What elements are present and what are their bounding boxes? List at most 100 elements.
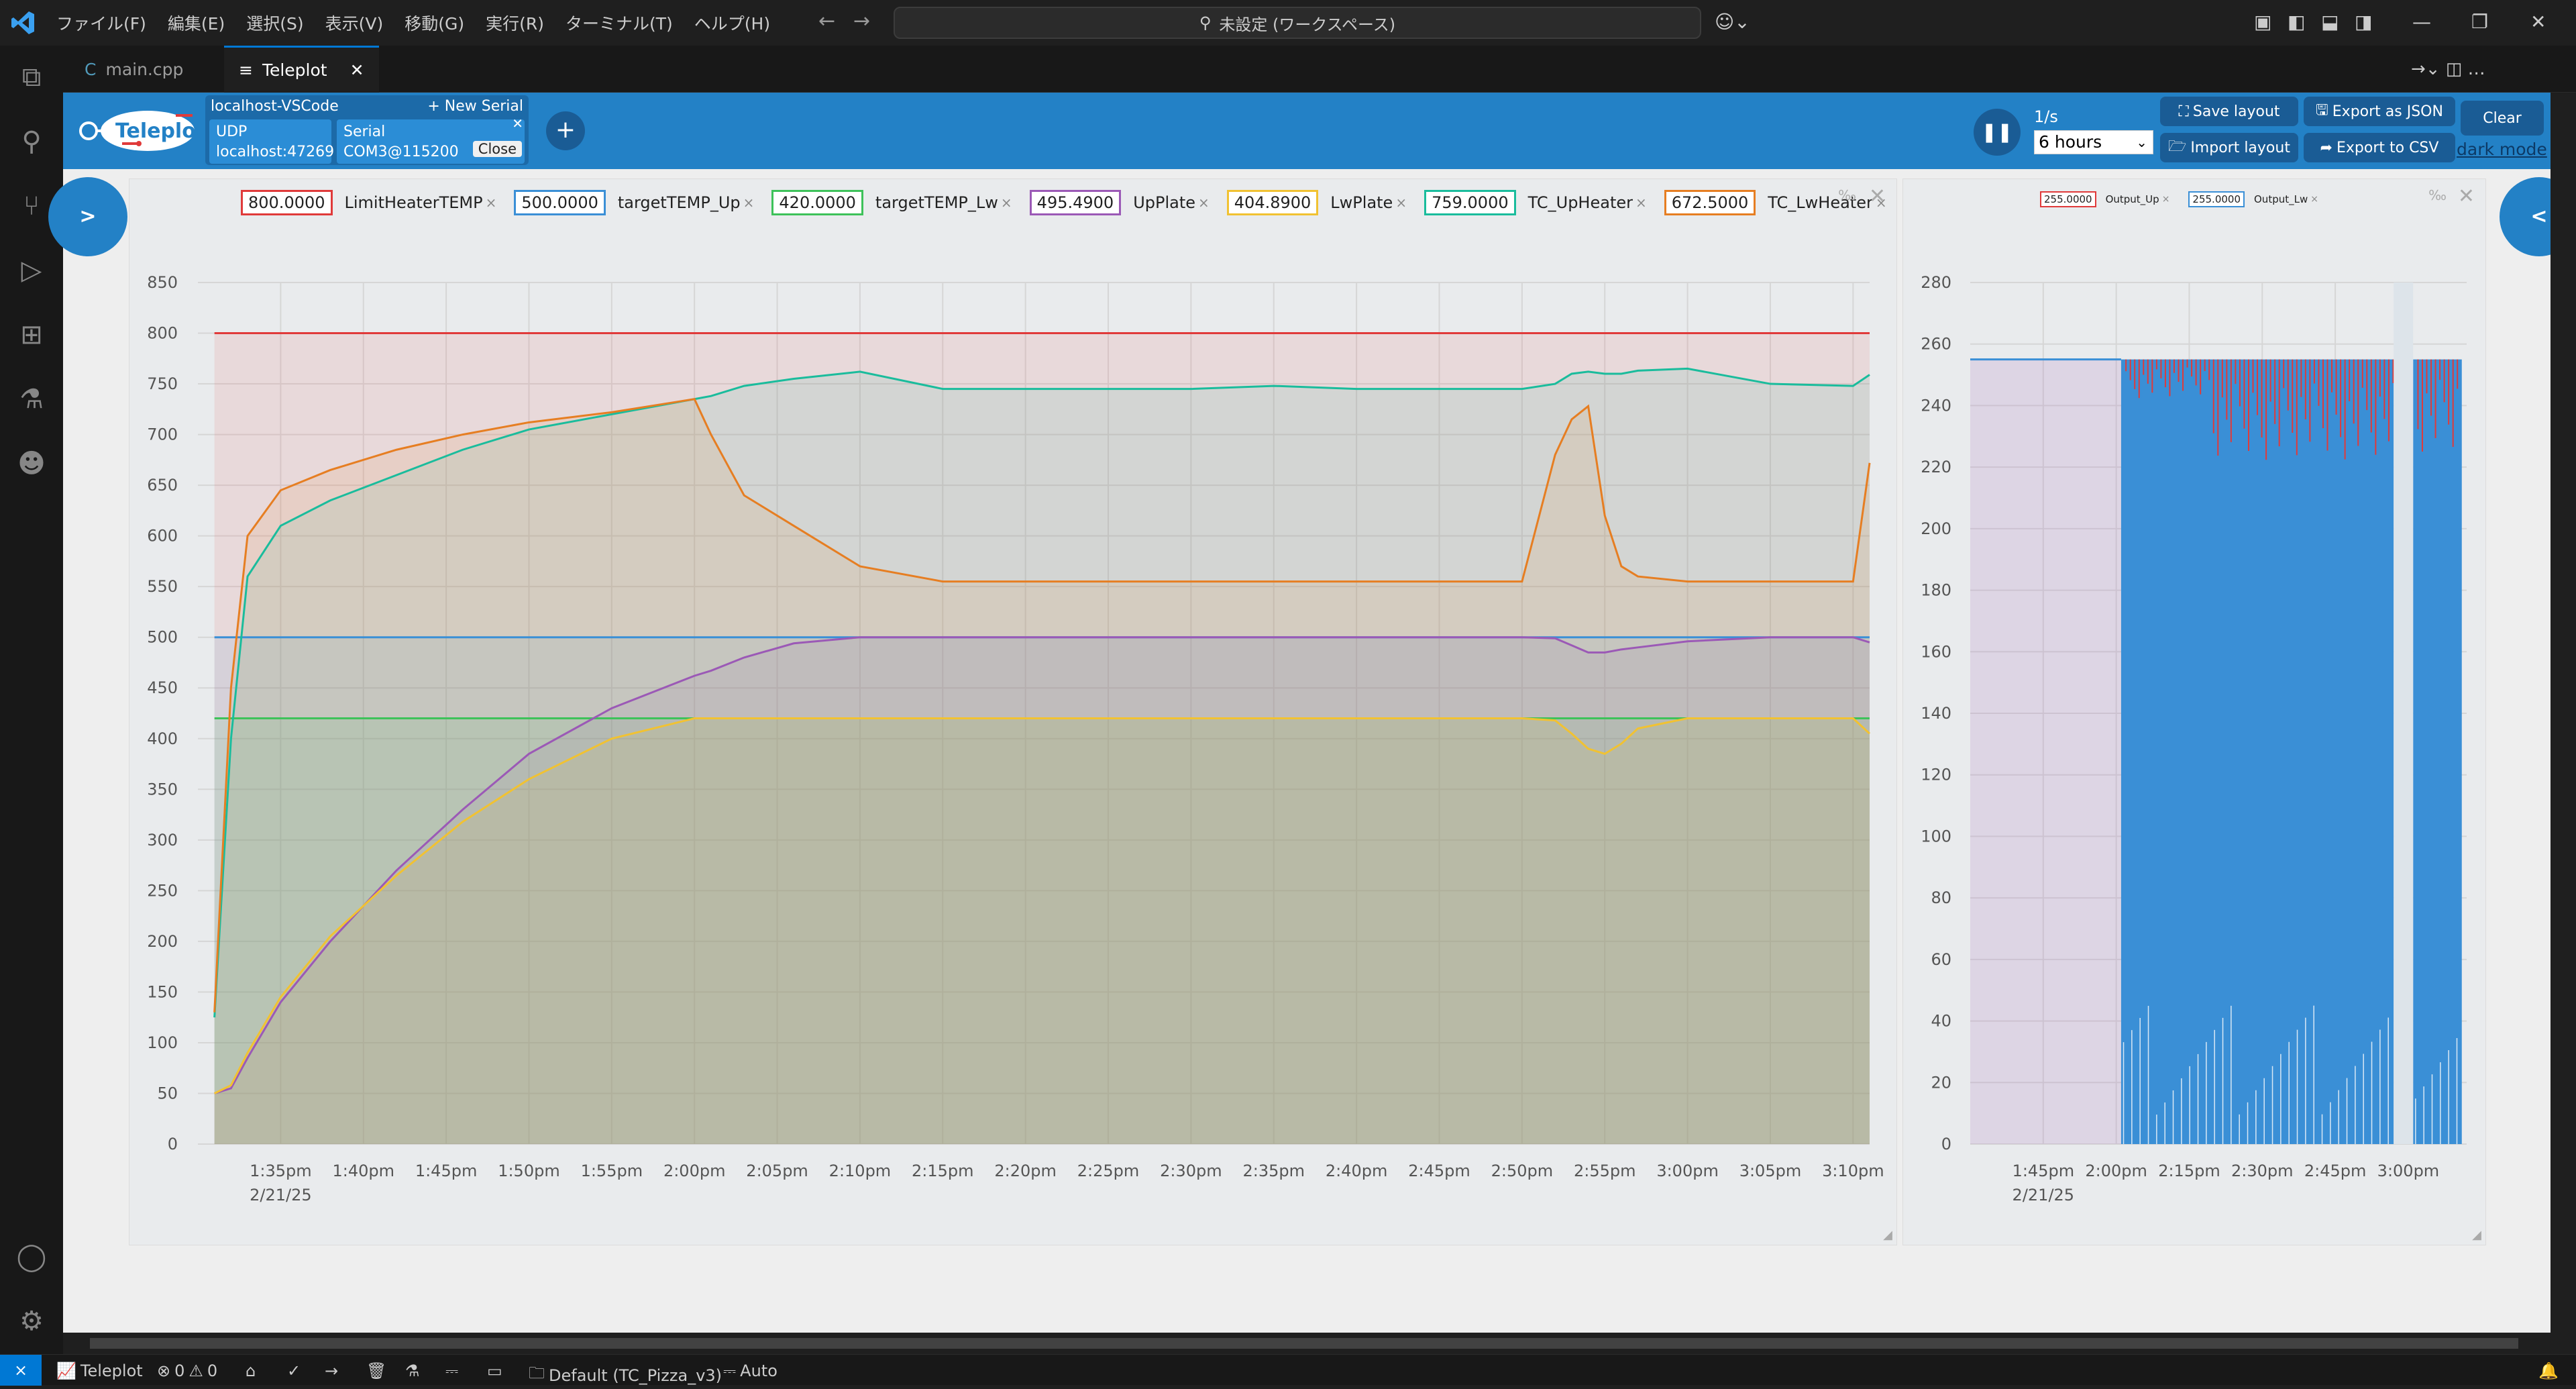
toggle-panel-icon[interactable]: ⬓ — [2321, 11, 2339, 33]
dark-mode-link[interactable]: dark mode — [2457, 140, 2547, 159]
close-window-icon[interactable]: ✕ — [2530, 11, 2546, 33]
export-json-label: Export as JSON — [2332, 103, 2443, 120]
time-range-value: 6 hours — [2039, 132, 2102, 152]
tab-label: main.cpp — [105, 60, 183, 79]
horizontal-scrollbar[interactable] — [63, 1333, 2551, 1354]
menu-terminal[interactable]: ターミナル(T) — [566, 11, 684, 35]
status-problems[interactable]: ⊗0 ⚠0 — [157, 1361, 217, 1380]
menu-selection[interactable]: 選択(S) — [246, 11, 314, 35]
tab-teleplot[interactable]: ≡ Teleplot ✕ — [224, 46, 379, 93]
toggle-secondary-sidebar-icon[interactable]: ◨ — [2355, 11, 2372, 33]
remove-serial-icon[interactable]: ✕ — [512, 115, 523, 132]
add-connection-button[interactable]: + — [546, 111, 585, 150]
teleplot-header: Teleplot localhost-VSCode + New Serial U… — [63, 93, 2551, 169]
y-tick-label: 40 — [1931, 1012, 1951, 1031]
menu-view[interactable]: 表示(V) — [325, 11, 394, 35]
back-arrow-icon[interactable]: ← — [818, 9, 835, 33]
y-tick-label: 220 — [1921, 458, 1951, 476]
y-tick-label: 100 — [147, 1033, 178, 1052]
tab-main-cpp[interactable]: C main.cpp — [70, 46, 198, 93]
platformio-icon[interactable]: ☻ — [15, 447, 48, 480]
plug-icon[interactable]: ⎓ — [445, 1361, 458, 1380]
auto-label: Auto — [740, 1361, 777, 1380]
x-tick-label: 2:45pm — [1408, 1162, 1470, 1180]
status-auto[interactable]: ⎓Auto — [723, 1361, 777, 1380]
x-tick-label: 1:45pm — [2012, 1162, 2075, 1180]
command-center-search[interactable]: ⚲ 未設定 (ワークスペース) — [894, 7, 1701, 39]
restore-icon[interactable]: ❐ — [2471, 11, 2488, 33]
customize-layout-icon[interactable]: ▣ — [2254, 11, 2271, 33]
kit-label: Default (TC_Pizza_v3) — [549, 1366, 722, 1385]
vertical-scrollbar[interactable] — [2551, 93, 2576, 1333]
testing-icon[interactable]: ⚗ — [15, 382, 48, 416]
error-icon: ⊗ — [157, 1361, 170, 1380]
editor-tabs: C main.cpp ≡ Teleplot ✕ →⌄ ◫ … — [63, 46, 2576, 93]
import-layout-button[interactable]: 🗁Import layout — [2160, 133, 2298, 162]
close-serial-button[interactable]: Close — [473, 141, 522, 157]
settings-gear-icon[interactable]: ⚙ — [15, 1304, 48, 1338]
menu-go[interactable]: 移動(G) — [405, 11, 475, 35]
menu-file[interactable]: ファイル(F) — [56, 11, 157, 35]
y-tick-label: 180 — [1921, 581, 1951, 600]
account-icon[interactable]: ◯ — [15, 1240, 48, 1274]
close-tab-icon[interactable]: ✕ — [350, 60, 364, 80]
menu-edit[interactable]: 編集(E) — [168, 11, 235, 35]
status-teleplot[interactable]: 📈Teleplot — [56, 1361, 143, 1380]
source-control-icon[interactable]: ⑂ — [15, 189, 48, 223]
warning-count: 0 — [207, 1361, 217, 1380]
y-tick-label: 850 — [147, 273, 178, 292]
minimize-icon[interactable]: — — [2412, 11, 2431, 33]
scrollbar-thumb[interactable] — [90, 1338, 2518, 1349]
new-serial-button[interactable]: + New Serial — [427, 98, 523, 115]
preview-icon: ≡ — [239, 60, 253, 80]
build-check-icon[interactable]: ✓ — [287, 1361, 301, 1380]
status-bar: ⨯ 📈Teleplot ⊗0 ⚠0 ⌂ ✓ → 🗑 ⚗ ⎓ ▭ 🗀Default… — [0, 1354, 2576, 1385]
copilot-icon[interactable]: ☺⌄ — [1715, 11, 1750, 33]
y-tick-label: 200 — [147, 932, 178, 951]
left-sidebar-toggle[interactable]: > — [48, 177, 127, 256]
resize-handle-icon[interactable]: ◢ — [2472, 1228, 2481, 1242]
home-icon[interactable]: ⌂ — [246, 1361, 256, 1380]
pause-button[interactable]: ❚❚ — [1974, 109, 2021, 156]
explorer-icon[interactable]: ⧉ — [15, 60, 48, 94]
clear-button[interactable]: Clear — [2461, 101, 2544, 136]
y-tick-label: 140 — [1921, 704, 1951, 723]
y-tick-label: 250 — [147, 881, 178, 900]
export-csv-label: Export to CSV — [2337, 140, 2438, 156]
x-tick-label: 1:45pm — [415, 1162, 478, 1180]
toggle-primary-sidebar-icon[interactable]: ◧ — [2288, 11, 2305, 33]
y-tick-label: 160 — [1921, 642, 1951, 661]
export-json-button[interactable]: 🖫Export as JSON — [2304, 97, 2455, 126]
y-tick-label: 200 — [1921, 519, 1951, 538]
forward-arrow-icon[interactable]: → — [853, 9, 870, 33]
export-csv-button[interactable]: ➦Export to CSV — [2304, 133, 2455, 162]
extensions-icon[interactable]: ⊞ — [15, 318, 48, 352]
menu-help[interactable]: ヘルプ(H) — [694, 11, 781, 35]
search-icon[interactable]: ⚲ — [15, 125, 48, 158]
terminal-icon[interactable]: ▭ — [487, 1361, 502, 1380]
save-layout-button[interactable]: ⛶Save layout — [2160, 97, 2298, 126]
upload-arrow-icon[interactable]: → — [325, 1361, 338, 1380]
remote-icon[interactable]: ⨯ — [0, 1355, 42, 1386]
y-tick-label: 0 — [168, 1135, 178, 1153]
connection-box: localhost-VSCode + New Serial UDP localh… — [205, 95, 529, 165]
notifications-bell-icon[interactable]: 🔔 — [2538, 1361, 2559, 1380]
serial-label: Serial — [343, 122, 518, 142]
run-debug-icon[interactable]: ▷ — [15, 254, 48, 287]
y-tick-label: 50 — [157, 1084, 178, 1102]
menu-run[interactable]: 実行(R) — [486, 11, 555, 35]
time-range-select[interactable]: 6 hours ⌄ — [2034, 130, 2153, 154]
pause-icon: ❚❚ — [1982, 121, 2013, 143]
resize-handle-icon[interactable]: ◢ — [1883, 1228, 1892, 1242]
series-area — [2394, 282, 2413, 1144]
vscode-logo-icon — [9, 9, 36, 36]
clean-trash-icon[interactable]: 🗑 — [366, 1361, 386, 1380]
editor-actions-icon[interactable]: →⌄ ◫ … — [2411, 59, 2485, 79]
test-flask-icon[interactable]: ⚗ — [405, 1361, 420, 1380]
series-area — [1970, 360, 2121, 1144]
y-tick-label: 280 — [1921, 273, 1951, 292]
y-tick-label: 700 — [147, 425, 178, 444]
error-count: 0 — [174, 1361, 184, 1380]
title-bar: ファイル(F) 編集(E) 選択(S) 表示(V) 移動(G) 実行(R) ター… — [0, 0, 2576, 46]
